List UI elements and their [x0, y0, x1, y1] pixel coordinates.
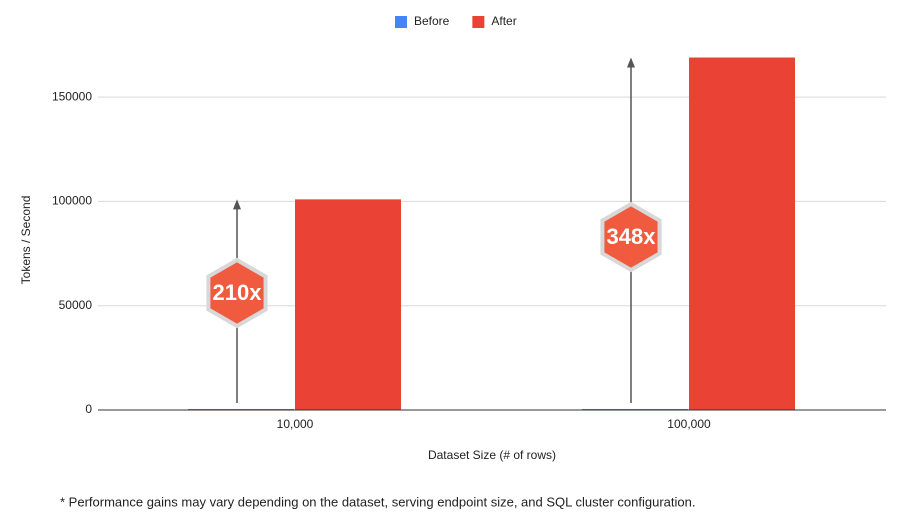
annotation: 348x: [607, 224, 657, 249]
x-tick-label: 10,000: [277, 417, 314, 431]
badge: [206, 257, 268, 329]
footnote: * Performance gains may vary depending o…: [60, 494, 695, 509]
bar: [689, 57, 795, 411]
legend-swatch: [472, 16, 485, 28]
bar: [295, 199, 401, 410]
arrow-head: [233, 199, 241, 210]
x-axis-label: Dataset Size (# of rows): [428, 448, 556, 462]
legend-label: Before: [414, 14, 450, 28]
bar: [582, 408, 688, 410]
y-tick-label: 150000: [52, 89, 92, 103]
arrow-head: [627, 57, 635, 68]
y-axis-label: Tokens / Second: [19, 196, 33, 285]
y-tick-label: 100000: [52, 194, 92, 208]
annotation: 210x: [213, 280, 263, 305]
x-tick-label: 100,000: [667, 417, 711, 431]
bar: [188, 408, 294, 410]
y-tick-label: 50000: [59, 298, 93, 312]
badge: [600, 201, 662, 273]
legend-label: After: [491, 14, 516, 28]
legend-swatch: [395, 16, 407, 28]
y-tick-label: 0: [85, 402, 92, 416]
